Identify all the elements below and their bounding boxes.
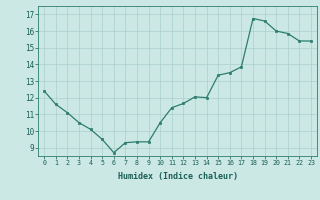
X-axis label: Humidex (Indice chaleur): Humidex (Indice chaleur): [118, 172, 238, 181]
